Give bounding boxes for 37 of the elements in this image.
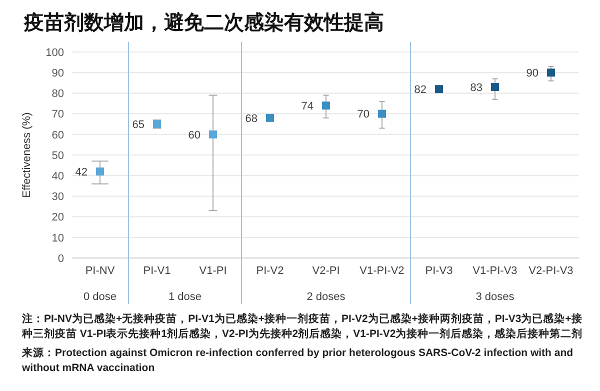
data-label: 42 [75, 166, 88, 178]
y-tick-label: 10 [52, 232, 64, 244]
data-label: 90 [526, 68, 538, 80]
data-label: 82 [414, 84, 426, 96]
data-label: 60 [188, 129, 200, 142]
y-tick-label: 40 [52, 170, 64, 183]
x-tick-label: V2-PI-V3 [528, 264, 574, 277]
data-label: 74 [301, 100, 314, 112]
x-axis-title: 2 doses [306, 291, 346, 303]
x-tick-label: PI-V3 [425, 264, 453, 277]
y-tick-label: 90 [52, 68, 64, 80]
text: 疫苗剂数增加，避免二次感染有效性提高 [22, 10, 385, 36]
x-tick-label: V2-PI [312, 264, 340, 277]
y-tick-label: 30 [52, 191, 64, 204]
x-tick-label: PI-NV [85, 264, 116, 277]
y-tick-label: 20 [52, 212, 64, 224]
y-tick-label: 100 [46, 46, 64, 59]
y-tick-label: 80 [52, 88, 64, 100]
x-axis-title: 1 dose [168, 291, 202, 303]
text: 注：PI-NV为已感染+无接种疫苗，PI-V1为已感染+接种一剂疫苗，PI-V2为已感染+接种两剂疫苗，PI-V3为已感染+接种三剂疫苗 V1-PI表示先接种1剂后感染，V2-PI为先接种2剂后感染，V1-PI-V2为接种一剂后感染，感染后接种第二剂 [22, 312, 584, 342]
data-label: 65 [132, 119, 144, 132]
x-tick-label: V1-PI [199, 264, 227, 277]
y-tick-label: 0 [58, 252, 64, 265]
x-tick-label: PI-V1 [143, 264, 171, 277]
y-tick-label: 50 [52, 150, 64, 162]
x-tick-label: V1-PI-V3 [472, 264, 518, 277]
x-axis-title: 0 dose [83, 291, 117, 303]
y-tick-label: 60 [52, 129, 64, 142]
data-label: 83 [470, 82, 482, 94]
x-tick-label: PI-V2 [256, 264, 284, 277]
y-tick-label: 70 [52, 108, 64, 121]
y-axis-title: Effectiveness (%) [20, 112, 33, 198]
data-label: 70 [357, 108, 370, 121]
data-label: 68 [245, 112, 258, 125]
x-axis-title: 3 doses [476, 291, 515, 303]
x-tick-label: V1-PI-V2 [360, 264, 404, 277]
source-note: 来源：Protection against Omicron re-infection conferred by prior heterologous SARS-CoV-2 infection with and without mRNA vaccination [22, 346, 574, 376]
